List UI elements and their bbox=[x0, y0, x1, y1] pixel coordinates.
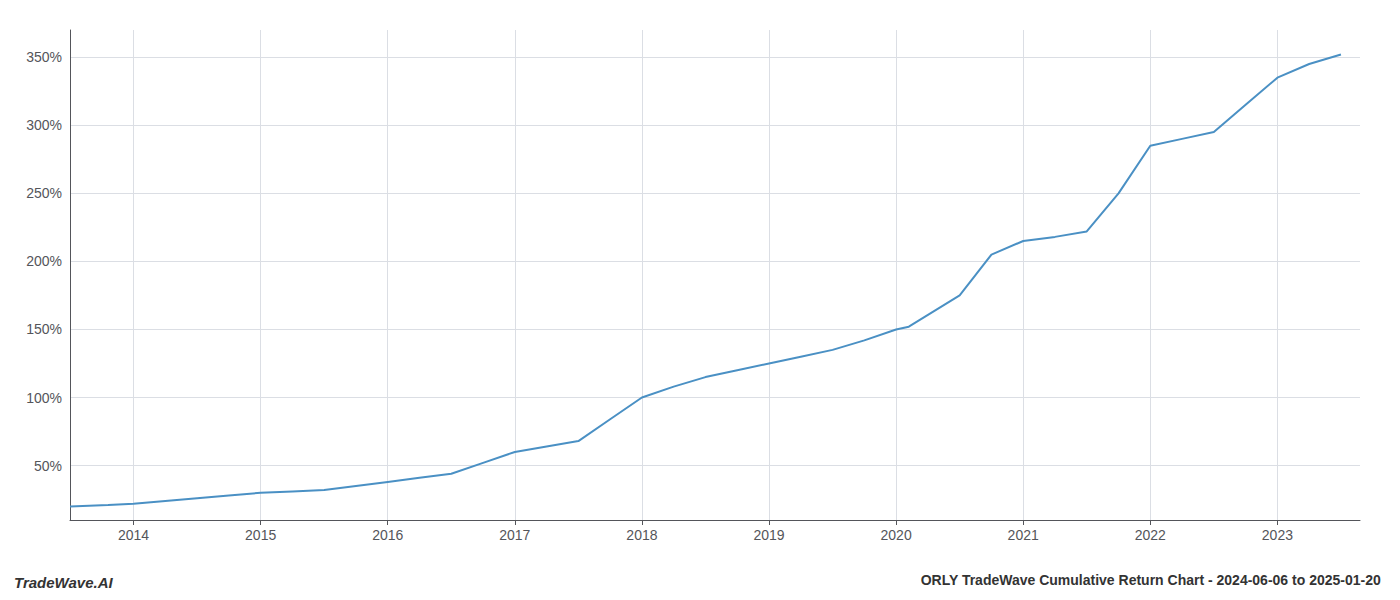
svg-text:2022: 2022 bbox=[1135, 527, 1166, 543]
svg-text:2017: 2017 bbox=[499, 527, 530, 543]
svg-text:2016: 2016 bbox=[372, 527, 403, 543]
svg-text:50%: 50% bbox=[34, 458, 62, 474]
svg-text:2021: 2021 bbox=[1008, 527, 1039, 543]
svg-text:TradeWave.AI: TradeWave.AI bbox=[14, 574, 113, 591]
svg-text:200%: 200% bbox=[26, 253, 62, 269]
svg-text:ORLY TradeWave Cumulative Retu: ORLY TradeWave Cumulative Return Chart -… bbox=[921, 572, 1381, 588]
svg-text:100%: 100% bbox=[26, 390, 62, 406]
svg-text:2023: 2023 bbox=[1262, 527, 1293, 543]
svg-text:150%: 150% bbox=[26, 321, 62, 337]
svg-text:300%: 300% bbox=[26, 117, 62, 133]
svg-text:350%: 350% bbox=[26, 49, 62, 65]
svg-text:250%: 250% bbox=[26, 185, 62, 201]
svg-text:2015: 2015 bbox=[245, 527, 276, 543]
svg-text:2019: 2019 bbox=[753, 527, 784, 543]
svg-text:2018: 2018 bbox=[626, 527, 657, 543]
svg-text:2014: 2014 bbox=[118, 527, 149, 543]
svg-text:2020: 2020 bbox=[881, 527, 912, 543]
